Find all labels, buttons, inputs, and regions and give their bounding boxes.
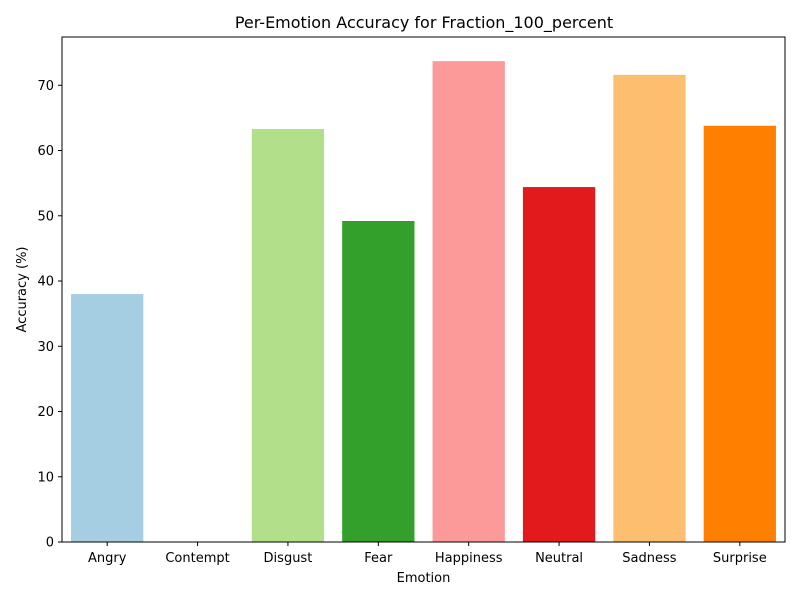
y-tick-label: 10 (37, 470, 54, 485)
y-axis: 0 10 20 30 40 50 60 70 (37, 79, 62, 551)
y-tick-label: 20 (37, 405, 54, 420)
y-tick-label: 70 (37, 79, 54, 94)
bars-group (71, 61, 776, 542)
plot-frame (61, 36, 786, 543)
x-axis: Angry Contempt Disgust Fear Happiness Neutral… (88, 542, 767, 566)
y-tick-label: 0 (46, 536, 54, 551)
chart-title: Per-Emotion Accuracy for Fraction_100_pe… (235, 13, 613, 33)
x-tick-label: Disgust (264, 551, 313, 566)
bar-fear (342, 220, 415, 542)
bar-happiness (432, 61, 505, 542)
bar-neutral (522, 187, 596, 542)
x-tick-label: Sadness (622, 551, 676, 566)
x-tick-label: Contempt (165, 551, 229, 566)
y-tick-label: 60 (37, 144, 54, 159)
x-axis-label: Emotion (397, 571, 451, 586)
bar-disgust (251, 128, 325, 542)
x-tick-label: Angry (88, 551, 127, 566)
x-tick-label: Neutral (535, 551, 583, 566)
y-tick-label: 40 (37, 275, 54, 290)
bar-surprise (703, 125, 776, 542)
x-tick-label: Fear (364, 551, 393, 566)
y-tick-label: 50 (37, 209, 54, 224)
x-tick-label: Happiness (435, 551, 503, 566)
y-tick-label: 30 (37, 340, 54, 355)
x-tick-label: Surprise (713, 551, 767, 566)
bar-angry (71, 294, 144, 542)
bar-sadness (613, 74, 686, 542)
y-axis-label: Accuracy (%) (15, 247, 30, 333)
